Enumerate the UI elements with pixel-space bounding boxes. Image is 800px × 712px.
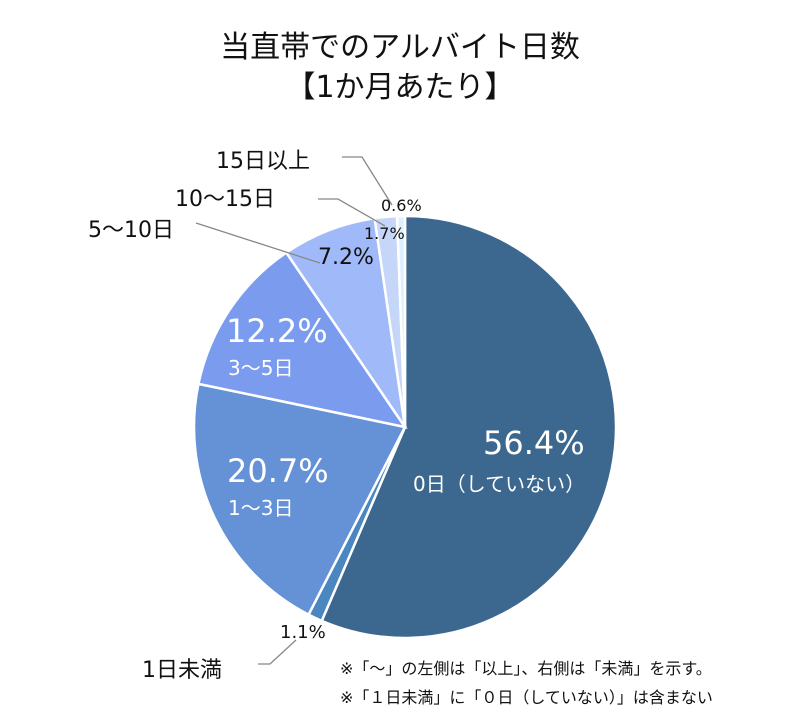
- slice-category-label-6: 15日以上: [216, 149, 310, 174]
- slice-value-label-1: 1.1%: [280, 622, 326, 643]
- pie-slice-0: [320, 214, 618, 640]
- leader-line-3: [258, 639, 297, 665]
- leader-line-2: [342, 156, 393, 206]
- pie-slice-3: [196, 250, 408, 429]
- slice-value-label-3: 12.2%: [226, 312, 328, 350]
- pie-slice-2: [192, 382, 407, 617]
- slice-value-label-0: 56.4%: [483, 424, 585, 462]
- slice-category-label-1: 1日未満: [142, 658, 222, 683]
- chart-title: 当直帯でのアルバイト日数: [220, 30, 580, 65]
- slice-category-label-2: 1～3日: [228, 496, 294, 520]
- slice-category-label-5: 10～15日: [175, 187, 275, 212]
- pie-slice-6: [395, 214, 407, 428]
- leader-line-1: [318, 198, 386, 227]
- footnote-1: ※「～」の左側は「以上」、右側は「未満」を示す。: [340, 659, 712, 678]
- slice-category-label-4: 5～10日: [88, 218, 174, 243]
- slice-value-label-5: 1.7%: [364, 224, 405, 243]
- footnote-2: ※「１日未満」に「０日（していない）」は含まない: [340, 688, 713, 707]
- slice-value-label-2: 20.7%: [227, 452, 329, 490]
- slice-value-label-4: 7.2%: [318, 245, 374, 270]
- slice-category-label-0: 0日（していない）: [413, 472, 586, 496]
- slice-category-label-3: 3～5日: [228, 356, 294, 380]
- chart-subtitle: 【1か月あたり】: [285, 70, 515, 105]
- leader-line-0: [195, 222, 321, 264]
- slice-value-label-6: 0.6%: [381, 196, 422, 215]
